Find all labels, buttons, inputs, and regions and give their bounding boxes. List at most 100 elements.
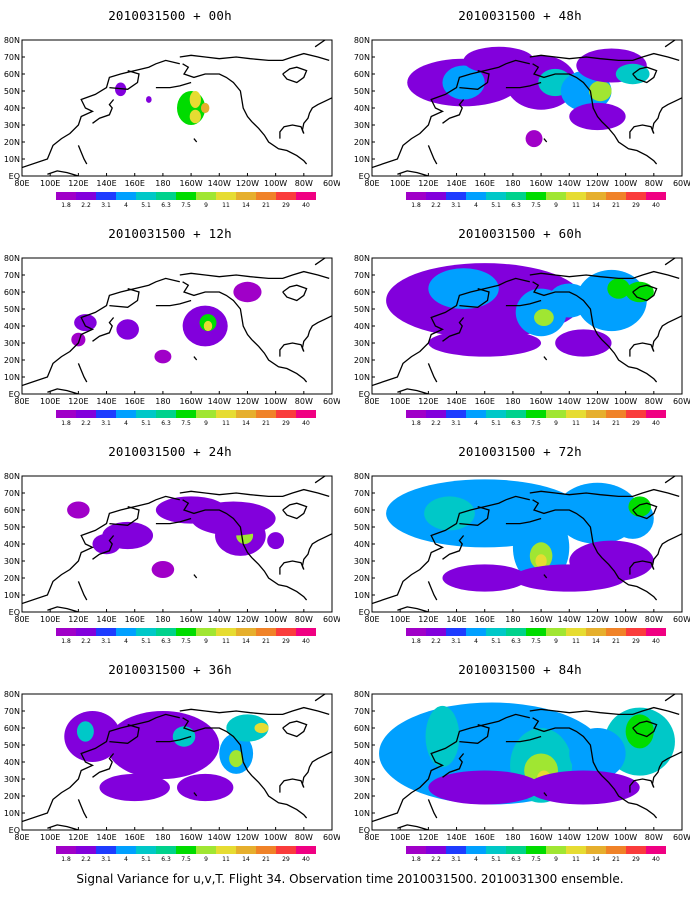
variance-blob bbox=[254, 722, 269, 734]
y-tick-label: 20N bbox=[354, 792, 370, 801]
coastline bbox=[529, 52, 680, 62]
colorbar-swatch bbox=[646, 410, 666, 418]
y-tick-label: 40N bbox=[4, 758, 20, 767]
colorbar-label: 40 bbox=[302, 420, 310, 427]
variance-blob bbox=[527, 770, 640, 805]
coastline bbox=[372, 713, 530, 823]
coastline bbox=[77, 581, 88, 601]
coastline bbox=[543, 574, 548, 579]
y-tick-label: EQ bbox=[9, 172, 20, 181]
panel-00h: 2010031500 + 00h 80E 100E 120E 140E 160E 180 1… bbox=[0, 0, 341, 210]
y-tick-label: EQ bbox=[9, 390, 20, 399]
coastline bbox=[459, 723, 490, 744]
coastline bbox=[397, 824, 429, 830]
colorbar-label: 9 bbox=[204, 856, 208, 863]
panel-title: 2010031500 + 00h bbox=[108, 8, 232, 23]
colorbar-label: 11 bbox=[222, 856, 230, 863]
y-tick-label: 30N bbox=[354, 339, 370, 348]
coastline bbox=[664, 258, 677, 266]
coastlines bbox=[22, 694, 332, 830]
x-tick-label: 140E bbox=[96, 833, 116, 842]
colorbar-swatch bbox=[506, 192, 526, 200]
y-tick-label: 40N bbox=[354, 322, 370, 331]
coastline bbox=[397, 388, 429, 394]
y-tick-label: 10N bbox=[354, 809, 370, 818]
colorbar-label: 5.1 bbox=[491, 202, 501, 209]
variance-blob bbox=[203, 320, 213, 332]
colorbar-label: 5.1 bbox=[491, 638, 501, 645]
colorbar-swatch bbox=[236, 628, 256, 636]
coastline bbox=[301, 751, 332, 788]
colorbar-label: 9 bbox=[204, 420, 208, 427]
coastline bbox=[109, 69, 140, 90]
x-tick-label: 100E bbox=[390, 615, 410, 624]
variance-blob bbox=[555, 329, 612, 357]
y-tick-label: 20N bbox=[4, 792, 20, 801]
colorbar-label: 9 bbox=[204, 638, 208, 645]
variance-blob bbox=[99, 773, 170, 802]
variance-blob bbox=[425, 705, 460, 768]
colorbar-swatch bbox=[526, 410, 546, 418]
x-tick-label: 80E bbox=[14, 833, 29, 842]
y-tick-label: 40N bbox=[4, 540, 20, 549]
x-tick-label: 80W bbox=[645, 397, 663, 406]
colorbar-swatch bbox=[406, 628, 426, 636]
colorbar-swatch bbox=[446, 410, 466, 418]
x-tick-label: 140E bbox=[446, 179, 466, 188]
coastline bbox=[279, 560, 305, 575]
colorbar-label: 2.2 bbox=[431, 638, 441, 645]
coastline bbox=[314, 694, 327, 702]
variance-blob bbox=[625, 714, 654, 749]
coastline bbox=[314, 258, 327, 266]
colorbar-swatch bbox=[76, 410, 96, 418]
colorbar-label: 21 bbox=[612, 638, 620, 645]
x-tick-label: 160E bbox=[125, 179, 145, 188]
colorbar-swatch bbox=[486, 628, 506, 636]
y-tick-label: EQ bbox=[359, 608, 370, 617]
colorbar-label: 21 bbox=[262, 638, 270, 645]
coastline bbox=[629, 124, 655, 139]
x-tick-label: 120E bbox=[68, 179, 88, 188]
y-tick-label: 60N bbox=[354, 70, 370, 79]
y-tick-label: 30N bbox=[354, 121, 370, 130]
colorbar-swatch bbox=[586, 846, 606, 854]
x-tick-label: 100W bbox=[264, 397, 287, 406]
colorbar-label: 21 bbox=[612, 856, 620, 863]
variance-blob bbox=[442, 564, 527, 592]
shaded-field bbox=[386, 479, 654, 592]
colorbar-swatch bbox=[136, 192, 156, 200]
variance-blob bbox=[442, 65, 485, 100]
x-tick-label: 60W bbox=[673, 397, 690, 406]
panel-title: 2010031500 + 36h bbox=[108, 662, 232, 677]
colorbar-label: 7.5 bbox=[531, 638, 541, 645]
y-tick-label: 70N bbox=[4, 271, 20, 280]
colorbar-label: 5.1 bbox=[491, 856, 501, 863]
y-tick-label: 80N bbox=[4, 472, 20, 481]
panel-24h: 2010031500 + 24h 80E 100E 120E 140E 160E 180 1… bbox=[0, 436, 341, 646]
coastline bbox=[664, 694, 677, 702]
colorbar-swatch bbox=[646, 192, 666, 200]
colorbar-label: 3.1 bbox=[101, 202, 111, 209]
y-tick-label: 80N bbox=[4, 36, 20, 45]
y-tick-label: 50N bbox=[4, 305, 20, 314]
colorbar-label: 4 bbox=[474, 638, 478, 645]
x-tick-label: 140W bbox=[558, 397, 581, 406]
coastline bbox=[505, 735, 542, 743]
colorbar-label: 4 bbox=[474, 202, 478, 209]
coastline bbox=[301, 97, 332, 134]
y-tick-label: 60N bbox=[354, 288, 370, 297]
colorbar-label: 9 bbox=[554, 420, 558, 427]
colorbar-swatch bbox=[116, 192, 136, 200]
coastline bbox=[442, 535, 465, 560]
colorbar-label: 29 bbox=[632, 856, 640, 863]
variance-blob bbox=[267, 532, 285, 550]
colorbar-swatch bbox=[546, 846, 566, 854]
colorbar-label: 11 bbox=[572, 638, 580, 645]
colorbar-label: 7.5 bbox=[531, 202, 541, 209]
colorbar-label: 1.8 bbox=[411, 856, 421, 863]
colorbar-label: 40 bbox=[302, 202, 310, 209]
colorbar-label: 1.8 bbox=[411, 638, 421, 645]
colorbar-label: 7.5 bbox=[181, 202, 191, 209]
colorbar-label: 1.8 bbox=[61, 202, 71, 209]
colorbar-swatch bbox=[196, 410, 216, 418]
